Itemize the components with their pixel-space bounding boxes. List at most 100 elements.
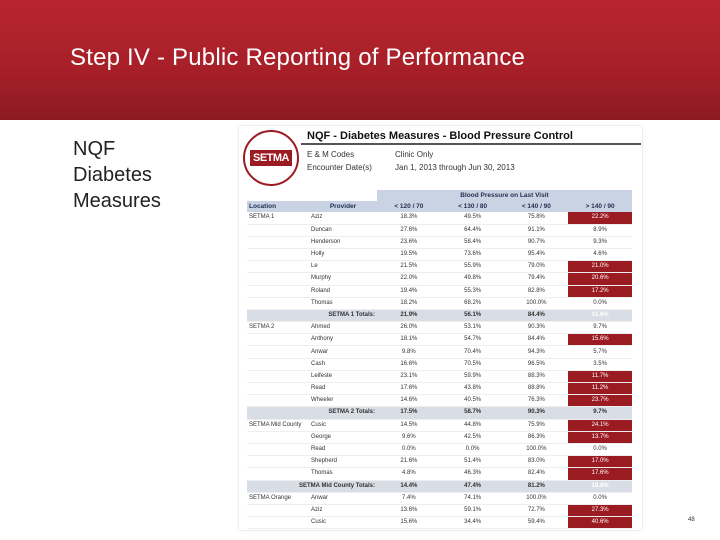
table-row: SETMA Orange Anwar 7.4% 74.1% 100.0% 0.0% bbox=[247, 492, 632, 505]
bp-table: Blood Pressure on Last Visit Location Pr… bbox=[247, 190, 632, 530]
value-cell: 15.6% bbox=[568, 333, 632, 347]
value-cell: 11.7% bbox=[568, 370, 632, 384]
value-cell: 0.0% bbox=[377, 443, 441, 457]
location-cell: SETMA 1 bbox=[247, 212, 309, 225]
value-cell: 3.5% bbox=[568, 358, 632, 371]
value-cell: 18.1% bbox=[377, 333, 441, 347]
location-cell: SETMA 2 bbox=[247, 321, 309, 335]
value-cell: 0.0% bbox=[568, 492, 632, 505]
location-cell bbox=[247, 285, 309, 298]
col-header: > 140 / 90 bbox=[568, 201, 632, 213]
report-image: SETMA NQF - Diabetes Measures - Blood Pr… bbox=[239, 126, 642, 530]
value-cell: 55.3% bbox=[440, 285, 505, 298]
value-cell: 17.2% bbox=[568, 285, 632, 298]
value-cell: 16.6% bbox=[377, 358, 441, 371]
side-line: Diabetes bbox=[73, 164, 152, 186]
totals-row: SETMA 2 Totals: 17.5% 58.7% 90.3% 9.7% bbox=[247, 406, 632, 420]
location-cell bbox=[247, 394, 309, 408]
value-cell: 79.4% bbox=[504, 272, 569, 286]
value-cell: 81.2% bbox=[504, 480, 569, 493]
value-cell: 43.8% bbox=[440, 382, 505, 396]
side-line: Measures bbox=[73, 190, 161, 212]
location-cell bbox=[247, 297, 309, 310]
col-header: Provider bbox=[309, 201, 377, 213]
value-cell: 94.3% bbox=[504, 345, 569, 359]
provider-cell: Anthony bbox=[309, 333, 377, 347]
value-cell: 90.3% bbox=[504, 406, 569, 420]
blank-header bbox=[247, 190, 377, 202]
value-cell: 14.6% bbox=[377, 394, 441, 408]
value-cell: 90.7% bbox=[504, 236, 569, 249]
value-cell: 95.4% bbox=[504, 248, 569, 262]
value-cell: 17.0% bbox=[568, 455, 632, 469]
table-row: SETMA Mid County Cusic 14.5% 44.8% 75.9% 24.1… bbox=[247, 419, 632, 432]
value-cell: 0.0% bbox=[568, 443, 632, 457]
value-cell: 22.2% bbox=[568, 212, 632, 225]
table-row: SETMA 2 Ahmed 26.0% 53.1% 90.3% 9.7% bbox=[247, 321, 632, 335]
value-cell: 26.0% bbox=[377, 321, 441, 335]
value-cell: 73.6% bbox=[440, 248, 505, 262]
table-row: Wheeler 14.6% 40.5% 76.3% 23.7% bbox=[247, 394, 632, 408]
value-cell: 74.1% bbox=[440, 492, 505, 505]
value-cell: 75.9% bbox=[504, 419, 569, 432]
value-cell: 15.6% bbox=[377, 516, 441, 530]
value-cell: 40.6% bbox=[568, 516, 632, 530]
codes-label: E & M Codes bbox=[307, 150, 355, 159]
location-cell bbox=[247, 345, 309, 359]
location-cell bbox=[247, 431, 309, 444]
value-cell: 17.6% bbox=[377, 382, 441, 396]
side-line: NQF bbox=[73, 138, 116, 160]
totals-label: SETMA 1 Totals: bbox=[247, 309, 377, 323]
value-cell: 5.7% bbox=[568, 345, 632, 359]
title-banner: Step IV - Public Reporting of Performanc… bbox=[0, 0, 720, 120]
value-cell: 15.4% bbox=[377, 528, 441, 530]
provider-cell: Aziz bbox=[309, 212, 377, 225]
provider-cell: Henderson bbox=[309, 236, 377, 249]
group-header: Blood Pressure on Last Visit bbox=[377, 190, 632, 202]
provider-cell: Holly bbox=[309, 528, 377, 530]
value-cell: 88.8% bbox=[504, 382, 569, 396]
provider-cell: Anwar bbox=[309, 492, 377, 505]
location-cell bbox=[247, 272, 309, 286]
location-cell: SETMA Orange bbox=[247, 492, 309, 505]
table-row: Henderson 23.6% 58.4% 90.7% 9.3% bbox=[247, 236, 632, 249]
value-cell: 7.7% bbox=[568, 528, 632, 530]
value-cell: 46.3% bbox=[440, 467, 505, 481]
value-cell: 17.5% bbox=[377, 406, 441, 420]
value-cell: 47.4% bbox=[440, 480, 505, 493]
value-cell: 59.9% bbox=[440, 370, 505, 384]
provider-cell: Read bbox=[309, 382, 377, 396]
value-cell: 70.5% bbox=[440, 358, 505, 371]
table-row: SETMA 1 Aziz 18.3% 49.5% 75.8% 22.2% bbox=[247, 212, 632, 225]
provider-cell: Thomas bbox=[309, 467, 377, 481]
col-header: < 140 / 90 bbox=[504, 201, 569, 213]
side-caption: NQF Diabetes Measures bbox=[73, 136, 223, 214]
slide-title: Step IV - Public Reporting of Performanc… bbox=[70, 44, 526, 71]
value-cell: 82.4% bbox=[504, 467, 569, 481]
value-cell: 100.0% bbox=[504, 443, 569, 457]
value-cell: 9.7% bbox=[568, 321, 632, 335]
totals-row: SETMA 1 Totals: 21.9% 56.1% 84.4% 15.6% bbox=[247, 309, 632, 323]
value-cell: 72.7% bbox=[504, 504, 569, 518]
table-row: Read 0.0% 0.0% 100.0% 0.0% bbox=[247, 443, 632, 457]
value-cell: 19.4% bbox=[377, 285, 441, 298]
value-cell: 14.4% bbox=[377, 480, 441, 493]
value-cell: 14.5% bbox=[377, 419, 441, 432]
col-header: Location bbox=[247, 201, 309, 213]
value-cell: 27.3% bbox=[568, 504, 632, 518]
value-cell: 4.6% bbox=[568, 248, 632, 262]
table-row: Thomas 18.2% 68.2% 100.0% 0.0% bbox=[247, 297, 632, 310]
location-cell bbox=[247, 382, 309, 396]
logo-text: SETMA bbox=[250, 150, 292, 166]
value-cell: 22.0% bbox=[377, 272, 441, 286]
value-cell: 92.3% bbox=[504, 528, 569, 530]
table-row: George 9.6% 42.5% 86.3% 13.7% bbox=[247, 431, 632, 444]
table-row: Holly 19.5% 73.6% 95.4% 4.6% bbox=[247, 248, 632, 262]
value-cell: 58.7% bbox=[440, 406, 505, 420]
provider-cell: Holly bbox=[309, 248, 377, 262]
value-cell: 59.1% bbox=[440, 504, 505, 518]
value-cell: 19.5% bbox=[377, 248, 441, 262]
value-cell: 70.4% bbox=[440, 345, 505, 359]
location-cell bbox=[247, 455, 309, 469]
report-title: NQF - Diabetes Measures - Blood Pressure… bbox=[307, 130, 573, 142]
